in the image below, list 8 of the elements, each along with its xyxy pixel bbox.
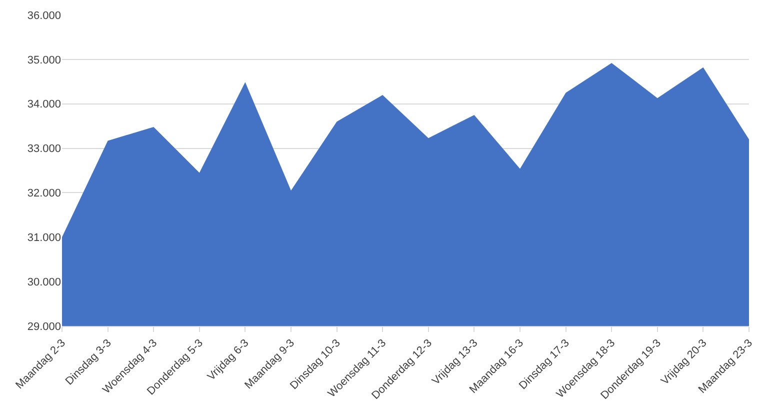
y-tick-label: 30.000 — [27, 276, 61, 288]
y-tick-label: 35.000 — [27, 54, 61, 66]
y-tick-label: 29.000 — [27, 320, 61, 333]
y-tick-label: 36.000 — [27, 10, 61, 22]
y-tick-label: 34.000 — [27, 98, 61, 111]
y-tick-label: 31.000 — [27, 232, 61, 244]
y-tick-label: 32.000 — [27, 188, 61, 200]
y-tick-label: 33.000 — [27, 143, 61, 156]
